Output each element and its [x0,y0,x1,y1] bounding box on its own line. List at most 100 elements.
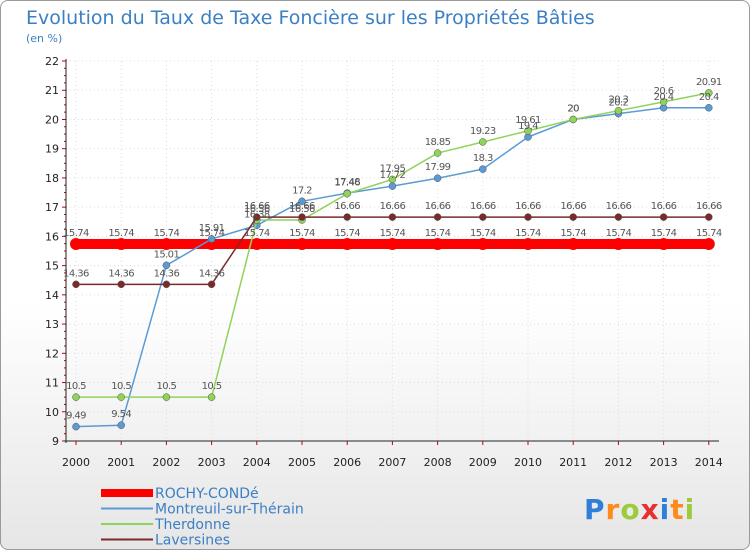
data-point [341,237,354,250]
series-line [75,107,709,428]
data-label: 16.56 [244,204,270,215]
data-point [388,182,397,190]
data-point [388,175,397,184]
data-label: 17.95 [380,163,406,174]
data-label: 20.3 [608,95,628,106]
data-point [522,237,534,250]
data-label: 15.91 [199,223,225,234]
series-2 [72,89,713,401]
series-layer [70,89,715,431]
data-label: 20.4 [654,92,674,103]
data-label: 15.74 [560,228,586,239]
data-label: 17.48 [334,177,360,188]
data-label: 16.66 [289,201,315,212]
data-label: 16.66 [334,201,360,212]
data-label: 14.36 [108,268,134,279]
data-label: 16.66 [606,201,632,212]
data-label: 20 [567,103,579,114]
data-label: 17.99 [425,162,451,173]
x-tick-label: 2009 [469,456,497,469]
y-tick-label: 11 [45,377,59,390]
data-point [296,237,308,250]
data-point [298,213,306,221]
y-tick-label: 22 [45,55,59,68]
data-label: 14.36 [154,268,180,279]
legend-label: Therdonne [154,517,230,533]
data-label: 15.74 [470,228,496,239]
x-tick-label: 2004 [243,456,271,469]
y-tick-label: 13 [45,318,59,331]
data-label: 19.61 [515,115,541,126]
y-tick-label: 18 [45,172,59,185]
x-tick-label: 2012 [604,456,632,469]
data-label: 17.46 [334,178,360,189]
y-tick-label: 9 [52,435,59,448]
data-point [117,280,125,289]
data-label: 20.6 [654,86,674,97]
data-point [72,393,80,401]
axes: 9 10 11 12 13 14 15 16 17 18 19 20 21 22 2000 2001 2002 2… [45,55,723,469]
data-label: 16.66 [560,201,586,212]
data-point [433,213,442,221]
data-label: 15.74 [334,228,360,239]
data-label: 16.66 [244,201,270,212]
y-tick-label: 15 [45,260,59,273]
data-point [612,237,625,250]
data-label: 16.38 [244,209,270,220]
x-tick-label: 2002 [152,456,180,469]
data-label: 15.74 [244,228,270,239]
data-label: 9.54 [111,409,131,420]
x-tick-label: 2000 [62,456,90,469]
data-label: 15.74 [63,228,89,239]
data-label: 15.74 [289,228,315,239]
logo-letter: P [584,493,606,526]
chart-title: Evolution du Taux de Taxe Foncière sur l… [26,7,595,29]
chart-subtitle: (en %) [26,32,62,45]
data-point [117,393,125,401]
data-point [343,189,351,198]
logo-letter: i [685,493,696,526]
data-labels: 15.74 15.74 15.74 15.74 15.74 15.74 15.74 15.74… [63,77,722,422]
data-label: 15.74 [108,228,134,239]
x-tick-label: 2014 [695,456,723,469]
series-0 [70,237,715,250]
data-point [659,98,668,106]
data-point [431,237,444,250]
data-label: 15.74 [606,228,632,239]
data-label: 10.5 [111,381,131,392]
data-label: 14.36 [199,268,225,279]
data-point [207,280,216,289]
x-tick-label: 2013 [650,456,678,469]
logo-letter: t [670,493,684,526]
data-label: 14.36 [63,268,89,279]
y-tick-label: 16 [45,230,59,243]
data-label: 16.66 [470,201,496,212]
data-label: 15.74 [199,228,225,239]
data-point [433,149,442,157]
data-label: 16.66 [696,201,722,212]
data-point [253,213,261,221]
data-label: 10.5 [202,381,222,392]
y-tick-label: 20 [45,113,59,126]
data-label: 18.3 [473,153,493,164]
data-label: 9.49 [66,411,86,422]
data-point [702,237,715,250]
data-label: 16.66 [651,201,677,212]
logo-letter: x [641,493,660,526]
data-point [614,106,623,115]
data-point [569,115,577,124]
legend-label: ROCHY-CONDé [155,486,259,502]
data-point [207,393,216,401]
series-3 [72,213,713,289]
data-point [72,280,80,289]
data-point [567,237,580,250]
x-tick-label: 2001 [107,456,135,469]
data-point [705,213,713,221]
data-label: 20.4 [699,92,719,103]
data-point [524,213,532,221]
data-point [659,213,668,221]
legend-label: Montreuil-sur-Thérain [155,502,304,518]
y-tick-label: 17 [45,201,59,214]
data-point [343,213,351,221]
